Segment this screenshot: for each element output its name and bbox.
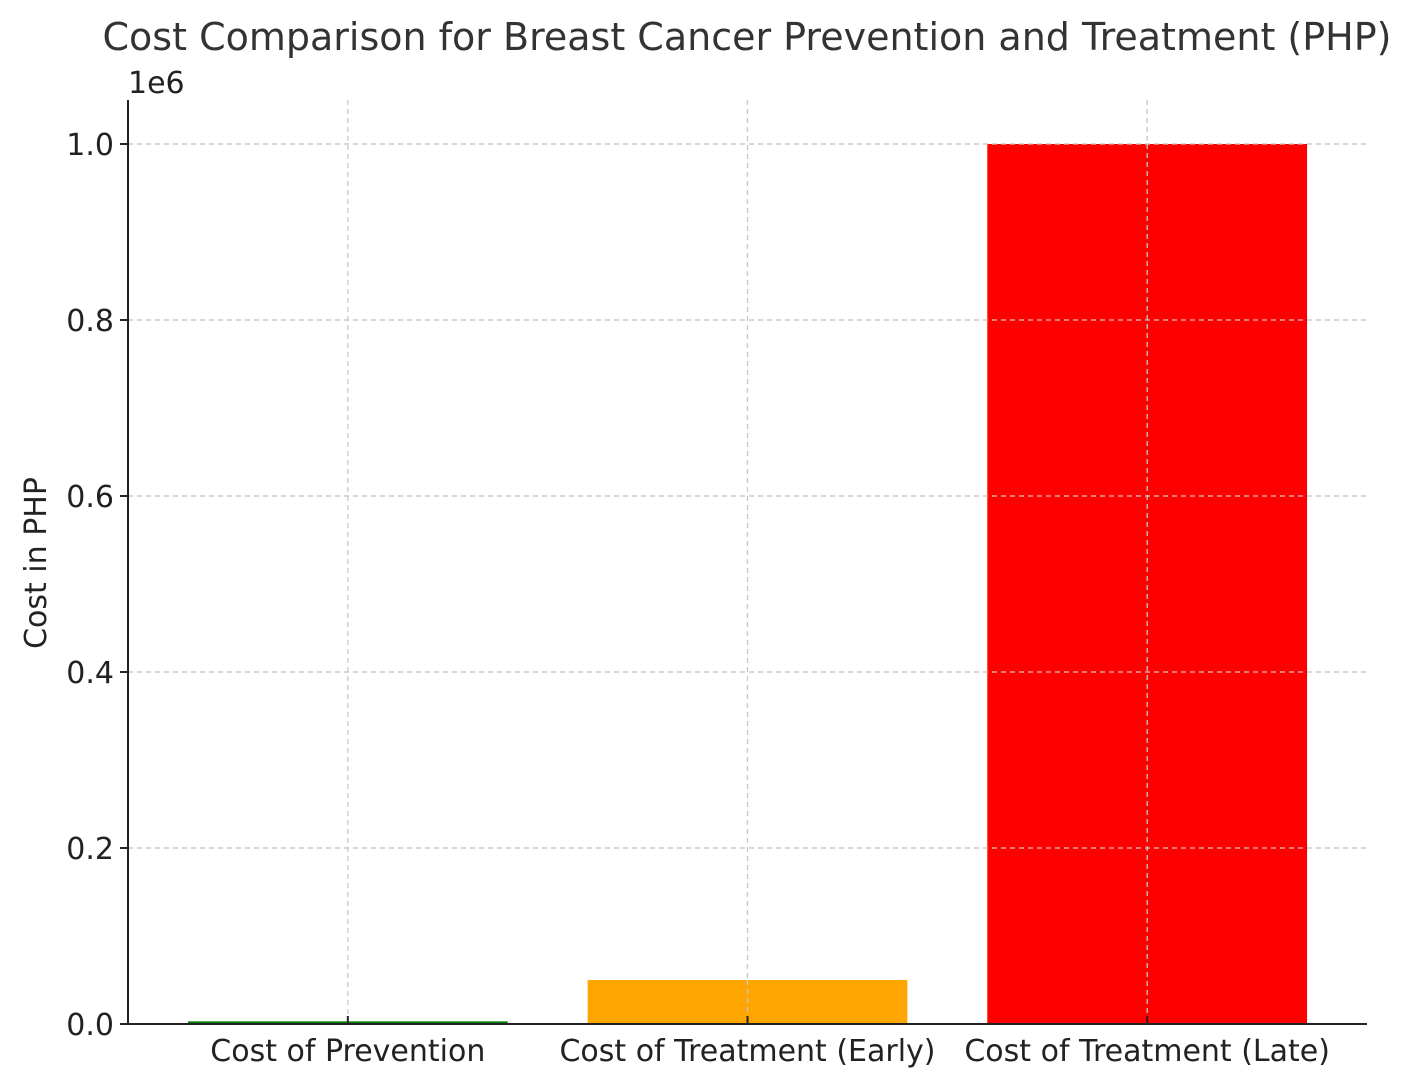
y-tick-label: 0.8 [66,304,114,339]
y-axis-multiplier: 1e6 [128,66,185,101]
axes [120,100,1367,1025]
y-tick-label: 0.0 [66,1008,114,1043]
x-tick-label: Cost of Treatment (Early) [559,1034,935,1069]
y-tick-label: 0.4 [66,656,114,691]
y-tick-label: 0.2 [66,832,114,867]
tick-labels: 0.0 0.2 0.4 0.6 0.8 1.0 Cost of Prevention Cost… [66,128,1330,1069]
chart-title: Cost Comparison for Breast Cancer Preven… [103,15,1392,59]
y-tick-label: 0.6 [66,480,114,515]
y-tick-label: 1.0 [66,128,114,163]
y-axis-label: Cost in PHP [19,477,54,649]
x-tick-label: Cost of Treatment (Late) [964,1034,1330,1069]
x-tick-label: Cost of Prevention [210,1034,485,1069]
